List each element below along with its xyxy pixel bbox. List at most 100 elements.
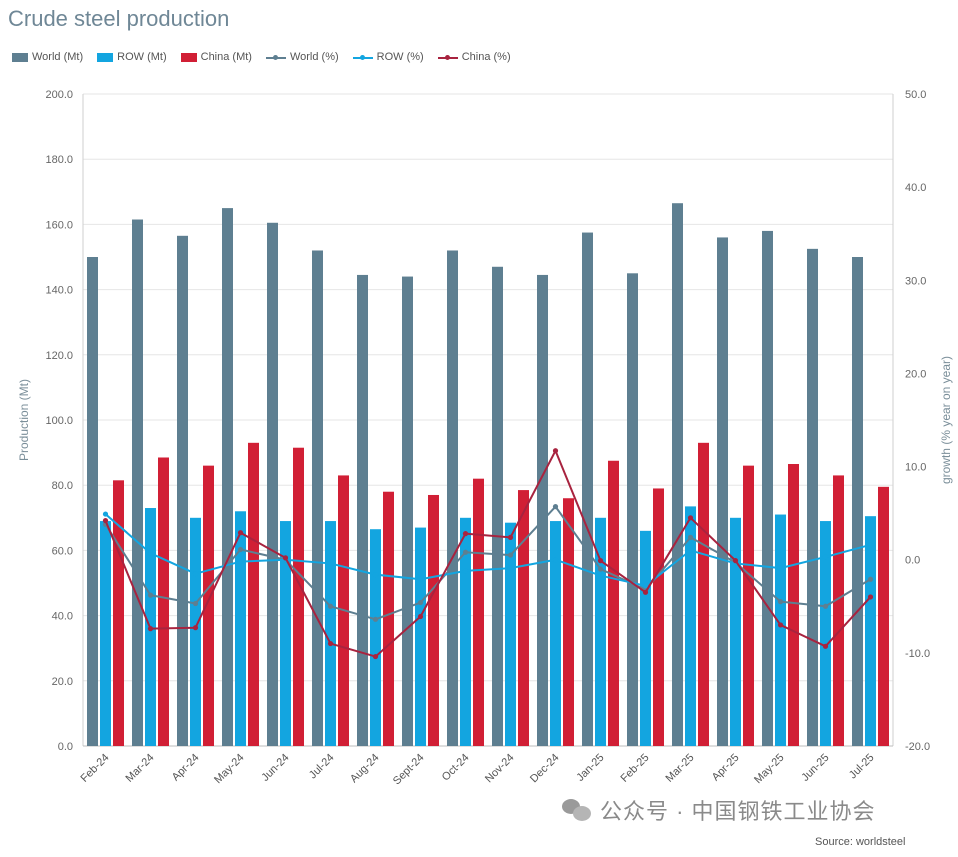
bar-world-mt <box>312 250 323 747</box>
watermark: 公众号 · 中国钢铁工业协会 <box>562 794 876 826</box>
x-tick-label: Feb-25 <box>618 752 651 785</box>
wechat-icon <box>562 797 592 823</box>
point-world <box>687 534 694 540</box>
legend-line-world-pct <box>265 53 286 62</box>
bar-world-mt <box>357 274 368 746</box>
legend-label-row-pct: ROW (%) <box>376 51 424 63</box>
point-world <box>327 603 334 609</box>
line-row <box>104 513 871 587</box>
point-row <box>822 554 829 560</box>
y2-tick-label: 40.0 <box>905 182 926 194</box>
point-china <box>372 653 379 660</box>
y2-tick-label: 10.0 <box>905 462 926 474</box>
y2-tick-label: 0.0 <box>905 555 920 567</box>
bar-world-mt <box>627 273 638 746</box>
bar-row-mt <box>235 511 246 746</box>
point-china <box>777 622 784 628</box>
y-tick-label: 120.0 <box>45 350 73 362</box>
legend-swatch-row-mt <box>97 52 114 62</box>
x-tick-label: Jun-24 <box>259 752 291 784</box>
bar-china-mt <box>473 478 484 746</box>
legend-item-china-mt: China (Mt) <box>180 51 252 63</box>
point-row <box>642 583 649 589</box>
bar-row-mt <box>370 529 381 746</box>
y2-tick-label: 50.0 <box>905 89 926 101</box>
bar-row-mt <box>685 506 696 746</box>
point-china <box>147 626 154 632</box>
x-tick-label: May-25 <box>752 752 786 786</box>
point-row <box>777 565 784 571</box>
point-china <box>462 531 469 537</box>
bar-china-mt <box>158 457 169 746</box>
bar-china-mt <box>878 486 889 746</box>
point-world <box>507 552 514 558</box>
bar-row-mt <box>100 521 111 746</box>
chart-title: Crude steel production <box>8 6 230 31</box>
legend-item-row-pct: ROW (%) <box>352 51 424 63</box>
bar-row-mt <box>550 521 561 746</box>
point-row <box>147 550 154 556</box>
x-tick-label: Oct-24 <box>440 752 472 784</box>
y2-axis-label: growth (% year on year) <box>939 356 953 484</box>
legend-label-china-pct: China (%) <box>461 51 511 63</box>
bar-world-mt <box>852 257 863 746</box>
x-tick-label: Mar-24 <box>123 752 156 785</box>
point-world <box>867 576 874 582</box>
legend-label-china-mt: China (Mt) <box>200 51 252 63</box>
y-tick-label: 180.0 <box>45 154 73 166</box>
point-row <box>597 572 604 579</box>
bar-row-mt <box>730 517 741 746</box>
x-tick-label: Jan-25 <box>574 752 606 784</box>
bar-row-mt <box>865 516 876 746</box>
point-world <box>552 504 559 510</box>
bar-china-mt <box>518 490 529 746</box>
source-note: Source: worldsteel <box>815 836 906 848</box>
point-world <box>417 599 424 606</box>
bar-world-mt <box>537 274 548 746</box>
bar-row-mt <box>280 521 291 746</box>
legend-label-world-pct: World (%) <box>289 51 339 63</box>
line-china <box>104 449 872 658</box>
point-world <box>372 616 379 622</box>
line-world <box>104 505 872 621</box>
point-china <box>597 558 604 564</box>
x-tick-label: Apr-25 <box>710 752 742 784</box>
point-china <box>552 448 559 454</box>
x-tick-label: Sept-24 <box>391 752 427 788</box>
point-row <box>327 560 334 567</box>
point-world <box>777 599 784 605</box>
point-china <box>867 594 874 600</box>
point-row <box>687 547 694 554</box>
x-tick-label: Jul-24 <box>307 752 337 782</box>
bar-china-mt <box>608 460 619 746</box>
bar-world-mt <box>582 232 593 747</box>
bar-world-mt <box>672 203 683 746</box>
point-china <box>327 640 334 647</box>
y2-tick-label: 30.0 <box>905 275 926 287</box>
x-tick-label: May-24 <box>212 752 246 786</box>
point-world <box>192 600 199 607</box>
x-tick-label: Jul-25 <box>847 752 877 782</box>
y2-tick-label: -20.0 <box>905 741 930 753</box>
point-row <box>417 576 424 582</box>
point-china <box>417 613 424 620</box>
x-tick-label: Feb-24 <box>78 752 111 785</box>
x-tick-label: Dec-24 <box>528 752 562 786</box>
y2-tick-label: -10.0 <box>905 648 930 660</box>
bar-world-mt <box>132 219 143 746</box>
bar-row-mt <box>460 517 471 746</box>
point-world <box>822 603 829 609</box>
bar-china-mt <box>788 464 799 746</box>
bar-world-mt <box>177 235 188 746</box>
bar-world-mt <box>807 248 818 746</box>
bar-china-mt <box>653 488 664 746</box>
bar-row-mt <box>415 527 426 746</box>
y-tick-label: 60.0 <box>52 545 73 557</box>
point-china <box>822 643 829 649</box>
y-tick-label: 200.0 <box>45 89 73 101</box>
bar-world-mt <box>447 250 458 747</box>
y-tick-label: 20.0 <box>52 676 73 688</box>
bar-world-mt <box>762 230 773 747</box>
bar-row-mt <box>640 530 651 746</box>
bar-china-mt <box>203 465 214 746</box>
